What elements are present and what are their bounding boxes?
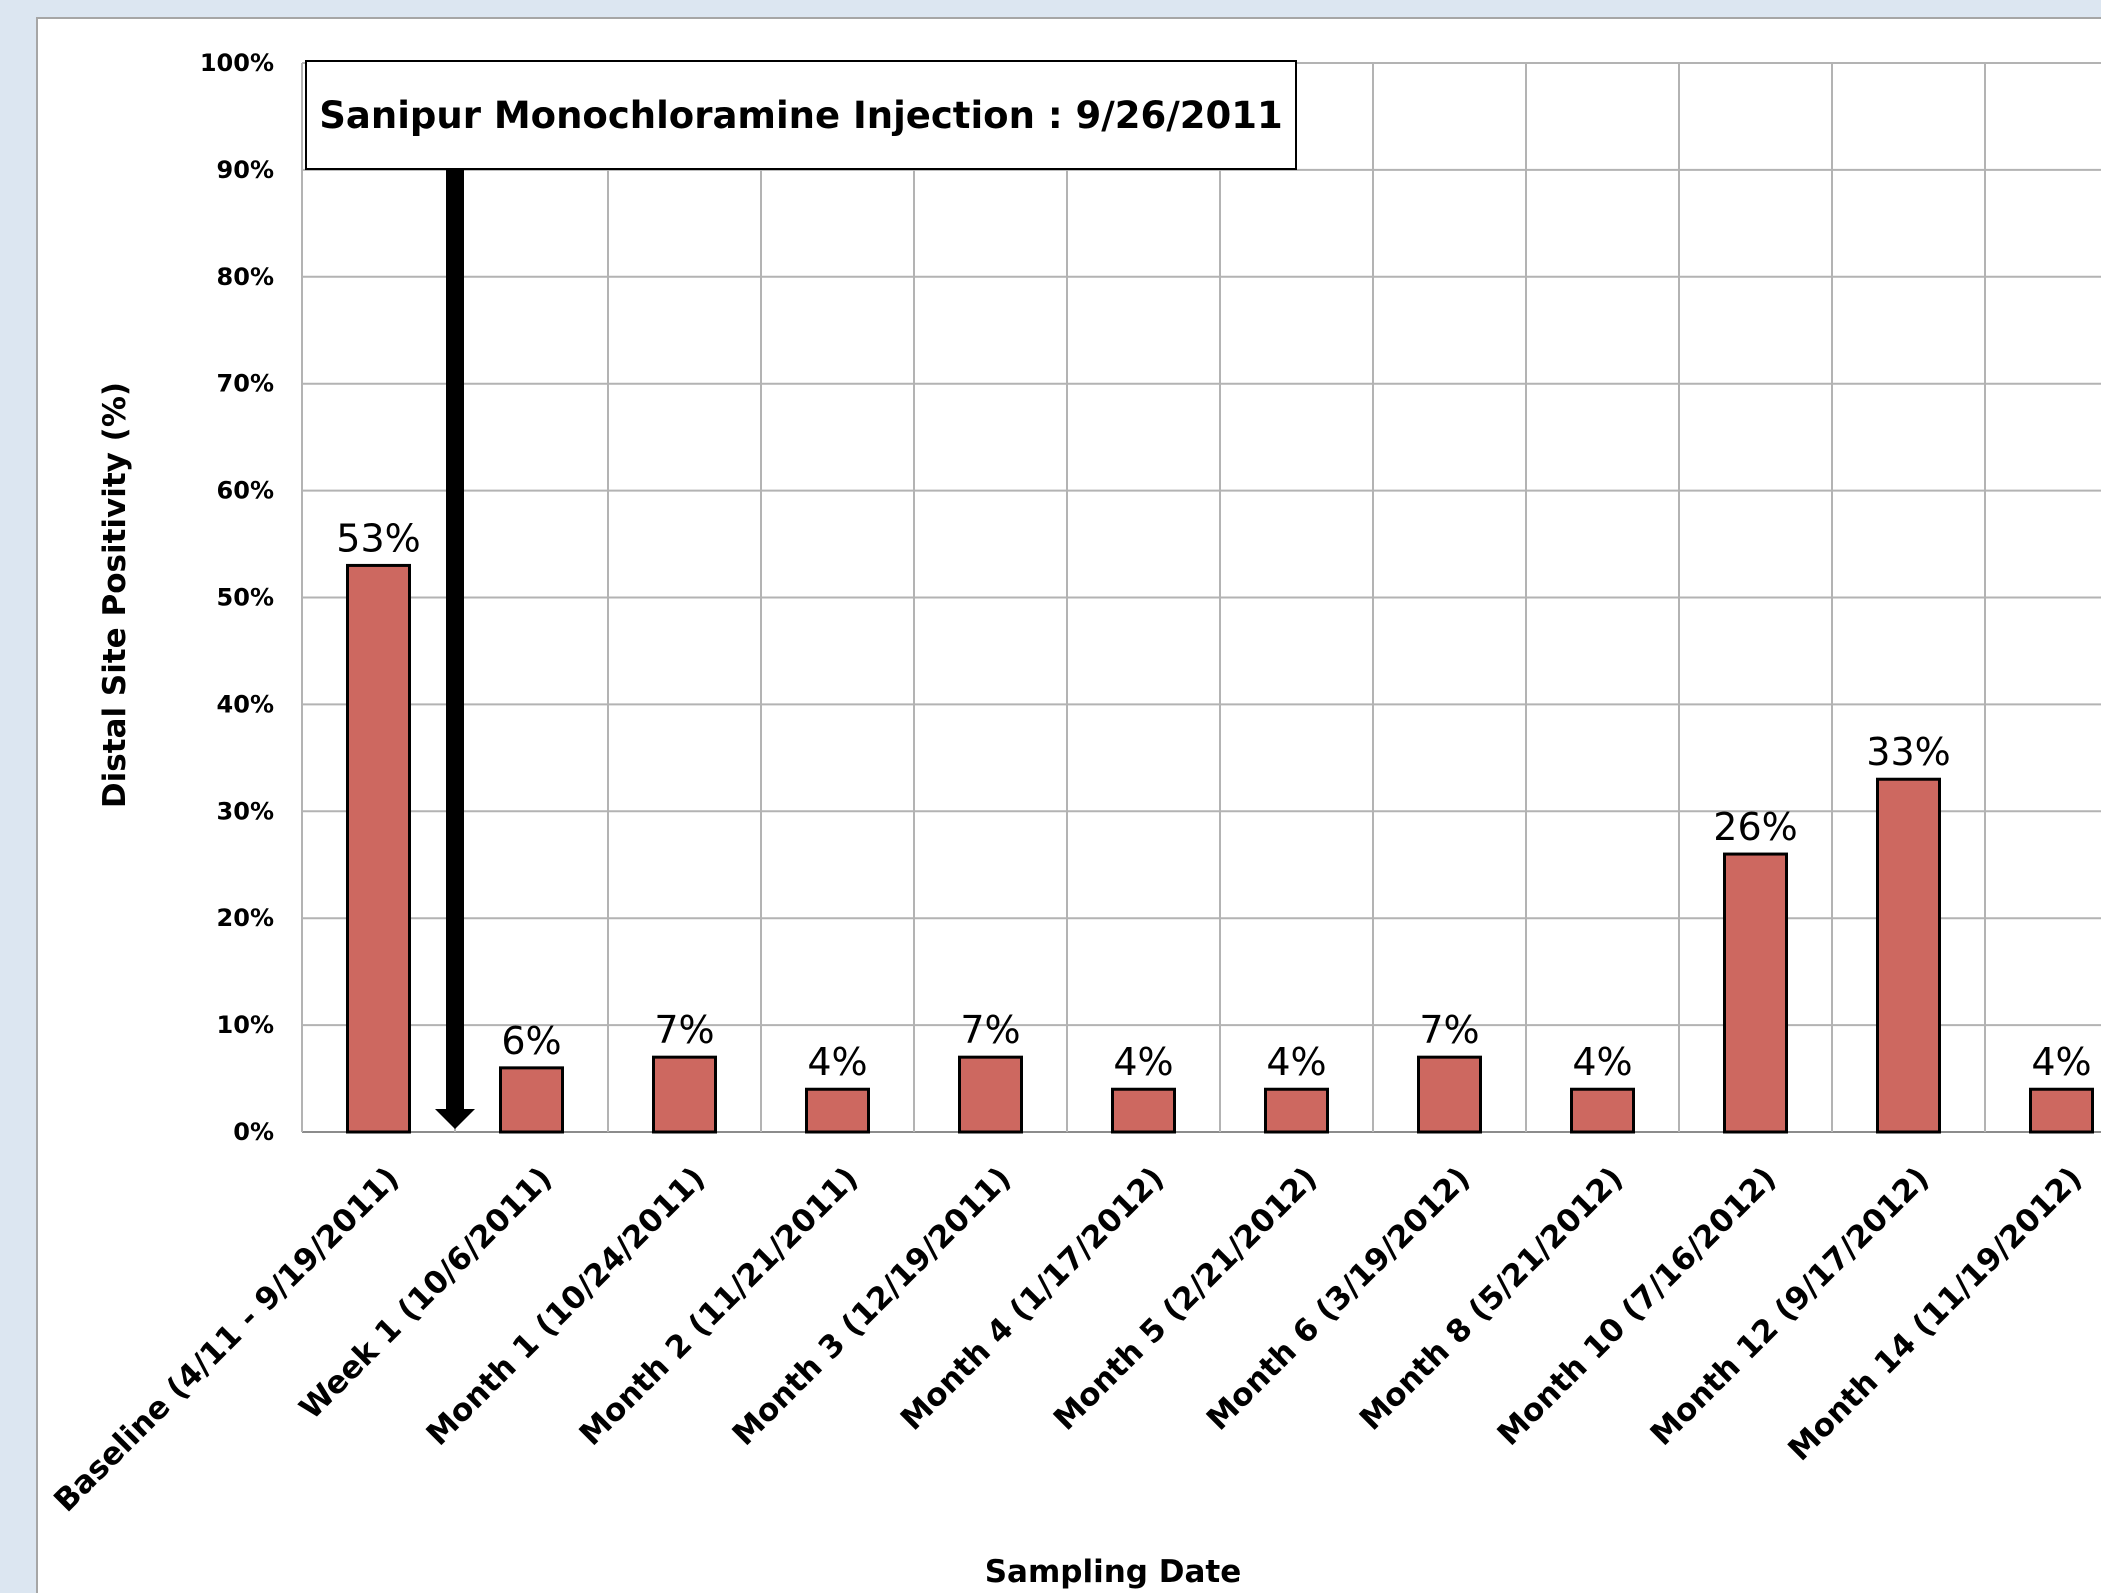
- x-tick-label: Month 6 (3/19/2012): [1200, 1160, 1477, 1437]
- data-label: 6%: [501, 1019, 561, 1063]
- data-label: 7%: [960, 1008, 1020, 1052]
- x-tick-label: Month 3 (12/19/2011): [726, 1160, 1019, 1453]
- annotation-box: [305, 60, 1297, 170]
- data-label: 7%: [1419, 1008, 1479, 1052]
- bar: [346, 563, 411, 1134]
- bar: [805, 1087, 870, 1134]
- bar: [1876, 777, 1941, 1134]
- x-tick-label: Month 10 (7/16/2012): [1491, 1160, 1784, 1453]
- x-tick-label: Month 5 (2/21/2012): [1047, 1160, 1324, 1437]
- y-tick-label: 60%: [217, 477, 274, 505]
- x-tick-label: Baseline (4/11 - 9/19/2011): [47, 1160, 406, 1519]
- y-axis-ticks: 0% 10% 20% 30% 40% 50% 60% 70% 80% 90% 100%: [200, 49, 274, 1146]
- bar: [1570, 1087, 1635, 1134]
- x-tick-label: Month 2 (11/21/2011): [573, 1160, 866, 1453]
- y-axis-title: Distal Site Positivity (%): [97, 382, 133, 808]
- data-label: 33%: [1866, 730, 1950, 774]
- y-tick-label: 50%: [217, 584, 274, 612]
- data-labels: 53% 6% 7% 4% 7% 4% 4% 7% 4% 26% 33% 4%: [336, 516, 2091, 1084]
- data-label: 4%: [2031, 1040, 2091, 1084]
- y-tick-label: 30%: [217, 797, 274, 825]
- data-label: 7%: [654, 1008, 714, 1052]
- x-tick-label: Month 12 (9/17/2012): [1644, 1160, 1937, 1453]
- bar: [652, 1055, 717, 1134]
- x-axis-tick-labels: Baseline (4/11 - 9/19/2011)Week 1 (10/6/…: [47, 1160, 2089, 1519]
- data-label: 4%: [1266, 1040, 1326, 1084]
- x-tick-label: Month 14 (11/19/2012): [1781, 1160, 2089, 1468]
- data-label: 53%: [336, 516, 420, 560]
- bar: [2029, 1087, 2094, 1134]
- x-tick-label: Month 4 (1/17/2012): [894, 1160, 1171, 1437]
- bar: [958, 1055, 1023, 1134]
- gridlines: [301, 62, 2101, 1133]
- annotation-arrow: [435, 169, 475, 1129]
- x-tick-label: Month 8 (5/21/2012): [1353, 1160, 1630, 1437]
- bars: [346, 563, 2094, 1134]
- data-label: 4%: [1572, 1040, 1632, 1084]
- bar-chart: 0% 10% 20% 30% 40% 50% 60% 70% 80% 90% 100% 53% 6% 7…: [47, 49, 2101, 1590]
- y-tick-label: 70%: [217, 370, 274, 398]
- bar: [1264, 1087, 1329, 1134]
- x-tick-label: Month 1 (10/24/2011): [420, 1160, 713, 1453]
- data-label: 4%: [807, 1040, 867, 1084]
- y-tick-label: 100%: [200, 49, 274, 77]
- annotation: Sanipur Monochloramine Injection : 9/26/…: [305, 60, 1297, 1129]
- y-tick-label: 90%: [217, 156, 274, 184]
- y-tick-label: 20%: [217, 904, 274, 932]
- y-tick-label: 10%: [217, 1011, 274, 1039]
- y-tick-label: 80%: [217, 263, 274, 291]
- chart-frame: 0% 10% 20% 30% 40% 50% 60% 70% 80% 90% 100% 53% 6% 7…: [36, 17, 2101, 1593]
- y-tick-label: 0%: [233, 1118, 274, 1146]
- data-label: 26%: [1713, 805, 1797, 849]
- bar: [499, 1066, 564, 1134]
- data-label: 4%: [1113, 1040, 1173, 1084]
- x-tick-label: Week 1 (10/6/2011): [293, 1160, 560, 1427]
- annotation-text: Sanipur Monochloramine Injection : 9/26/…: [319, 94, 1282, 137]
- y-tick-label: 40%: [217, 690, 274, 718]
- bar: [1417, 1055, 1482, 1134]
- bar: [1723, 852, 1788, 1134]
- x-axis-title: Sampling Date: [985, 1554, 1242, 1590]
- bar: [1111, 1087, 1176, 1134]
